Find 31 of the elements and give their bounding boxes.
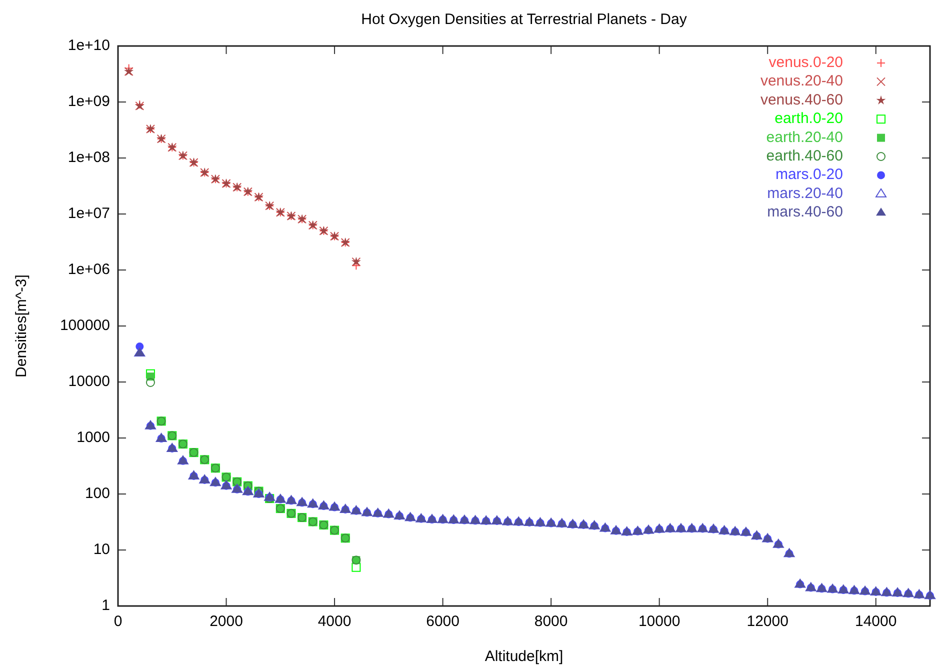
x-tick-label: 0 <box>114 613 122 630</box>
y-axis-title: Densities[m^-3] <box>13 274 30 378</box>
chart-title: Hot Oxygen Densities at Terrestrial Planets - Day <box>361 11 688 28</box>
y-tick-label: 1000 <box>76 428 110 446</box>
legend-label: venus.20-40 <box>760 72 843 90</box>
legend-label: mars.40-60 <box>767 204 843 221</box>
x-tick-label: 10000 <box>638 613 680 630</box>
y-tick-label: 1e+07 <box>68 204 110 222</box>
y-tick-label: 1e+10 <box>68 36 110 54</box>
legend-label: mars.0-20 <box>775 166 843 184</box>
legend-label: earth.20-40 <box>766 128 843 146</box>
legend-label: earth.0-20 <box>774 110 843 128</box>
legend-label: venus.40-60 <box>760 91 843 108</box>
y-tick-label: 1e+06 <box>68 260 110 278</box>
y-tick-label: 1 <box>102 596 110 614</box>
x-tick-label: 6000 <box>426 613 460 630</box>
y-tick-label: 100000 <box>60 316 110 334</box>
y-tick-label: 1e+09 <box>68 92 110 110</box>
y-tick-label: 10 <box>93 540 110 558</box>
y-tick-label: 1e+08 <box>68 148 110 166</box>
y-tick-label: 10000 <box>68 372 110 390</box>
x-tick-label: 8000 <box>534 613 568 630</box>
x-tick-label: 2000 <box>210 613 243 630</box>
x-tick-label: 14000 <box>855 613 897 630</box>
x-tick-label: 4000 <box>318 613 352 630</box>
y-tick-label: 100 <box>84 484 110 502</box>
x-tick-label: 12000 <box>746 613 788 630</box>
x-axis-title: Altitude[km] <box>484 648 564 665</box>
legend-label: mars.20-40 <box>767 184 843 202</box>
legend-label: earth.40-60 <box>766 147 843 164</box>
legend-label: venus.0-20 <box>768 54 843 71</box>
